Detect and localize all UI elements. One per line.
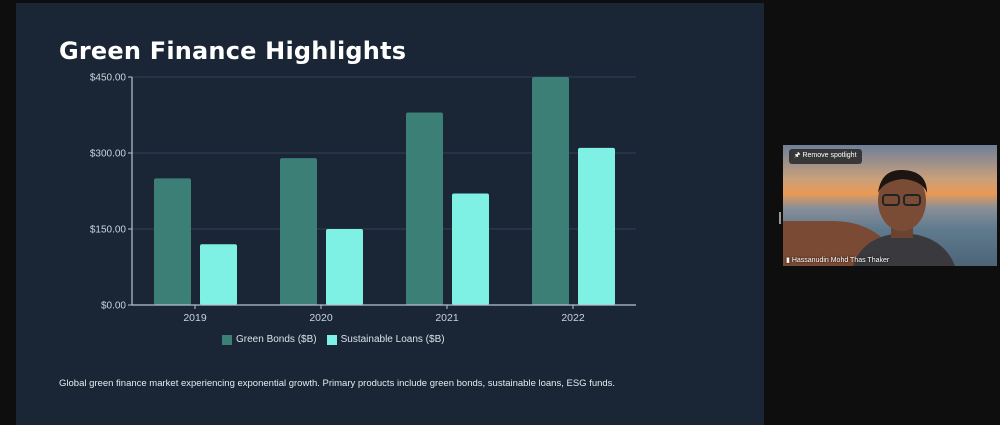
legend-label: Green Bonds ($B): [236, 334, 317, 345]
remove-spotlight-button[interactable]: 🖈 Remove spotlight: [789, 149, 862, 164]
slide-description: Global green finance market experiencing…: [59, 378, 616, 389]
signal-icon: ▮: [786, 257, 790, 264]
bar-green-bonds: [280, 158, 317, 305]
y-tick-label: $0.00: [101, 301, 126, 312]
legend-label: Sustainable Loans ($B): [340, 334, 445, 345]
participant-image: [853, 169, 955, 266]
x-tick-label: 2020: [309, 312, 333, 324]
participant-name: ▮ Hassanudin Mohd Thas Thaker: [786, 256, 889, 264]
y-tick-label: $300.00: [90, 149, 127, 160]
participant-video-tile[interactable]: 🖈 Remove spotlight ▮ Hassanudin Mohd Tha…: [783, 145, 997, 266]
x-tick-label: 2021: [435, 312, 459, 324]
resize-handle[interactable]: [779, 212, 781, 224]
presentation-slide: Green Finance Highlights $0.00 $150.00 $30…: [16, 3, 764, 425]
y-tick-label: $450.00: [90, 73, 127, 84]
bar-sustainable-loans: [326, 229, 363, 305]
bar-green-bonds: [154, 178, 191, 305]
y-tick-label: $150.00: [90, 225, 127, 236]
bar-sustainable-loans: [578, 147, 615, 305]
legend-swatch: [326, 334, 337, 345]
participant-name-text: Hassanudin Mohd Thas Thaker: [791, 257, 890, 264]
bar-sustainable-loans: [452, 193, 489, 305]
bar-green-bonds: [532, 77, 569, 305]
x-tick-label: 2022: [561, 312, 585, 324]
x-tick-label: 2019: [183, 312, 207, 324]
legend-item-green-bonds[interactable]: Green Bonds ($B): [222, 334, 317, 345]
legend-item-sustainable-loans[interactable]: Sustainable Loans ($B): [326, 334, 445, 345]
bar-chart: $0.00 $150.00 $300.00 $450.00 2019 2020 2021 20…: [90, 73, 636, 324]
legend-swatch: [222, 334, 232, 345]
chart-legend: Green Bonds ($B) Sustainable Loans ($B): [222, 334, 445, 345]
spotlight-label: Remove spotlight: [802, 152, 857, 159]
pin-icon: 🖈: [794, 152, 801, 159]
slide-title: Green Finance Highlights: [59, 37, 407, 65]
bar-green-bonds: [406, 112, 443, 305]
bar-sustainable-loans: [200, 244, 237, 305]
